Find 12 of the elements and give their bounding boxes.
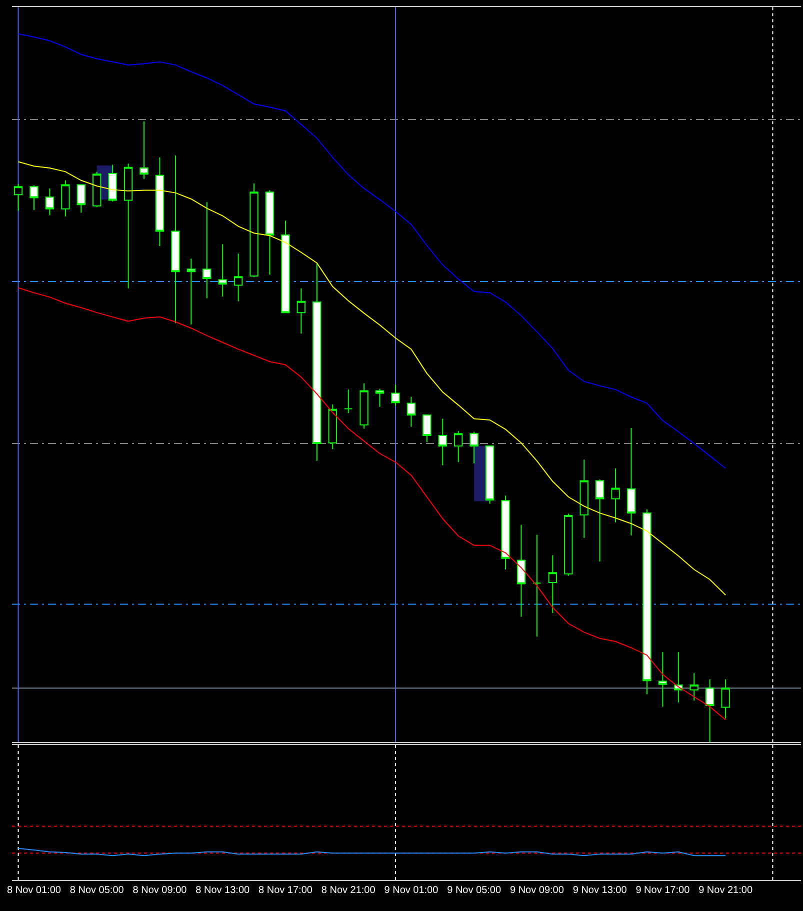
x-tick-label: 9 Nov 01:00 <box>384 885 439 896</box>
x-tick-label: 9 Nov 21:00 <box>698 885 753 896</box>
x-tick-label: 9 Nov 17:00 <box>636 885 690 896</box>
x-tick-label: 8 Nov 21:00 <box>321 885 376 896</box>
x-tick-label: 9 Nov 05:00 <box>447 885 502 896</box>
x-tick-label: 8 Nov 17:00 <box>258 885 313 896</box>
x-tick-label: 9 Nov 09:00 <box>510 885 564 896</box>
x-tick-label: 8 Nov 01:00 <box>7 885 62 896</box>
x-tick-label: 8 Nov 13:00 <box>196 885 250 896</box>
x-tick-label: 8 Nov 09:00 <box>132 885 188 896</box>
x-tick-label: 8 Nov 05:00 <box>70 885 124 896</box>
x-tick-label: 9 Nov 13:00 <box>572 885 628 896</box>
